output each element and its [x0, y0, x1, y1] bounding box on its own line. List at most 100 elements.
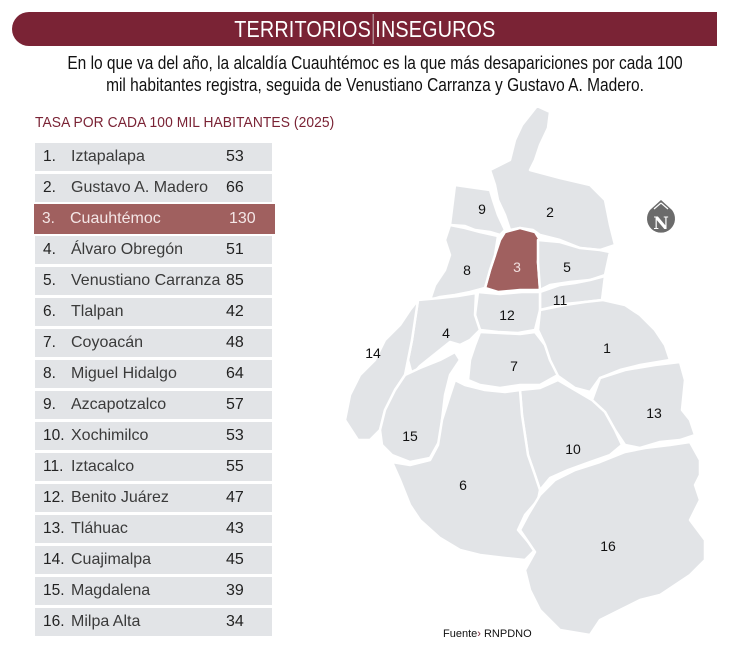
rate-value: 53 — [226, 148, 244, 165]
label-10: 10 — [565, 441, 581, 457]
rank: 3. — [42, 210, 55, 227]
rank: 7. — [43, 334, 56, 351]
borough-name: Coyoacán — [71, 334, 144, 351]
label-14: 14 — [365, 345, 381, 361]
rank: 4. — [43, 241, 56, 258]
table-row: 12. Benito Juárez 47 — [35, 484, 272, 512]
rank: 12. — [43, 489, 65, 506]
label-16: 16 — [600, 538, 616, 554]
table-row: 8. Miguel Hidalgo 64 — [35, 360, 272, 388]
compass-north-icon: N — [647, 200, 675, 234]
rank: 8. — [43, 365, 56, 382]
table-row-highlighted: 3. Cuauhtémoc 130 — [34, 204, 275, 234]
rank: 13. — [43, 520, 65, 537]
rate-value: 66 — [226, 179, 244, 196]
borough-name: Magdalena — [71, 582, 151, 599]
rank: 9. — [43, 396, 56, 413]
subtitle-line-1: En lo que va del año, la alcaldía Cuauht… — [67, 53, 683, 73]
rate-value: 43 — [226, 520, 244, 537]
table-row: 14. Cuajimalpa 45 — [35, 546, 272, 574]
source-value: RNPDNO — [483, 628, 532, 640]
table-row: 2. Gustavo A. Madero 66 — [35, 174, 272, 202]
subtitle: En lo que va del año, la alcaldía Cuauht… — [53, 52, 698, 96]
region-7 — [466, 330, 560, 390]
borough-name: Benito Juárez — [71, 489, 169, 506]
rank: 5. — [43, 272, 56, 289]
region-8 — [428, 223, 500, 302]
rate-value: 51 — [226, 241, 244, 258]
rate-value: 57 — [226, 396, 244, 413]
region-14 — [343, 298, 420, 442]
rank-table: 1. Iztapalapa 53 2. Gustavo A. Madero 66 3. C… — [34, 143, 275, 639]
label-12: 12 — [499, 307, 515, 323]
rate-value: 42 — [226, 303, 244, 320]
rate-value: 34 — [226, 613, 244, 630]
region-9 — [448, 183, 507, 237]
rate-value: 130 — [229, 210, 256, 227]
rank: 10. — [43, 427, 65, 444]
label-2: 2 — [546, 204, 554, 220]
rate-value: 39 — [226, 582, 244, 599]
title-divider — [372, 14, 374, 44]
page-title: TERRITORIOS INSEGUROS — [234, 14, 495, 44]
borough-name: Iztapalapa — [71, 148, 145, 165]
borough-name: Xochimilco — [71, 427, 149, 444]
rate-value: 64 — [226, 365, 244, 382]
borough-name: Venustiano Carranza — [71, 272, 221, 289]
title-right: INSEGUROS — [374, 15, 496, 42]
title-left: TERRITORIOS — [233, 15, 371, 42]
table-row: 5. Venustiano Carranza 85 — [35, 267, 272, 295]
label-15: 15 — [402, 428, 418, 444]
label-13: 13 — [646, 405, 662, 421]
rank: 11. — [43, 458, 64, 475]
table-row: 11. Iztacalco 55 — [35, 453, 272, 481]
source-arrow-icon: › — [477, 628, 481, 640]
region-16 — [518, 440, 707, 637]
table-row: 7. Coyoacán 48 — [35, 329, 272, 357]
label-7: 7 — [510, 358, 518, 374]
borough-name: Tláhuac — [71, 520, 128, 537]
rate-value: 53 — [226, 427, 244, 444]
table-heading: TASA POR CADA 100 MIL HABITANTES (2025) — [35, 114, 335, 131]
rank: 15. — [43, 582, 65, 599]
subtitle-line-2: mil habitantes registra, seguida de Venu… — [106, 75, 644, 95]
label-6: 6 — [459, 477, 467, 493]
label-1: 1 — [603, 340, 611, 356]
source-label: Fuente — [443, 628, 478, 640]
region-6 — [390, 378, 542, 562]
rank: 14. — [43, 551, 65, 568]
table-row: 13. Tláhuac 43 — [35, 515, 272, 543]
borough-name: Gustavo A. Madero — [71, 179, 208, 196]
table-row: 16. Milpa Alta 34 — [35, 608, 272, 636]
table-row: 10. Xochimilco 53 — [35, 422, 272, 450]
table-row: 6. Tlalpan 42 — [35, 298, 272, 326]
table-row: 9. Azcapotzalco 57 — [35, 391, 272, 419]
label-9: 9 — [478, 201, 486, 217]
borough-name: Cuajimalpa — [71, 551, 152, 568]
rate-value: 85 — [226, 272, 244, 289]
source-note: Fuente› RNPDNO — [443, 628, 532, 640]
label-8: 8 — [463, 262, 471, 278]
rate-value: 45 — [226, 551, 244, 568]
rate-value: 48 — [226, 334, 244, 351]
rank: 16. — [43, 613, 65, 630]
rank: 1. — [43, 148, 56, 165]
table-row: 15. Magdalena 39 — [35, 577, 272, 605]
rate-value: 55 — [226, 458, 244, 475]
title-banner: TERRITORIOS INSEGUROS — [12, 12, 717, 46]
label-11: 11 — [553, 292, 568, 308]
borough-name: Miguel Hidalgo — [71, 365, 177, 382]
rank: 2. — [43, 179, 56, 196]
borough-name: Cuauhtémoc — [70, 210, 161, 227]
rank: 6. — [43, 303, 56, 320]
label-3: 3 — [513, 259, 521, 275]
rate-value: 47 — [226, 489, 244, 506]
svg-text:N: N — [653, 214, 669, 234]
region-2 — [488, 104, 617, 252]
cdmx-map: 1 2 3 4 5 6 7 8 9 10 11 12 13 14 15 16 N — [343, 104, 707, 637]
label-4: 4 — [442, 325, 450, 341]
label-5: 5 — [563, 259, 571, 275]
table-row: 4. Álvaro Obregón 51 — [35, 236, 272, 264]
borough-name: Iztacalco — [71, 458, 135, 475]
borough-name: Milpa Alta — [71, 613, 141, 630]
